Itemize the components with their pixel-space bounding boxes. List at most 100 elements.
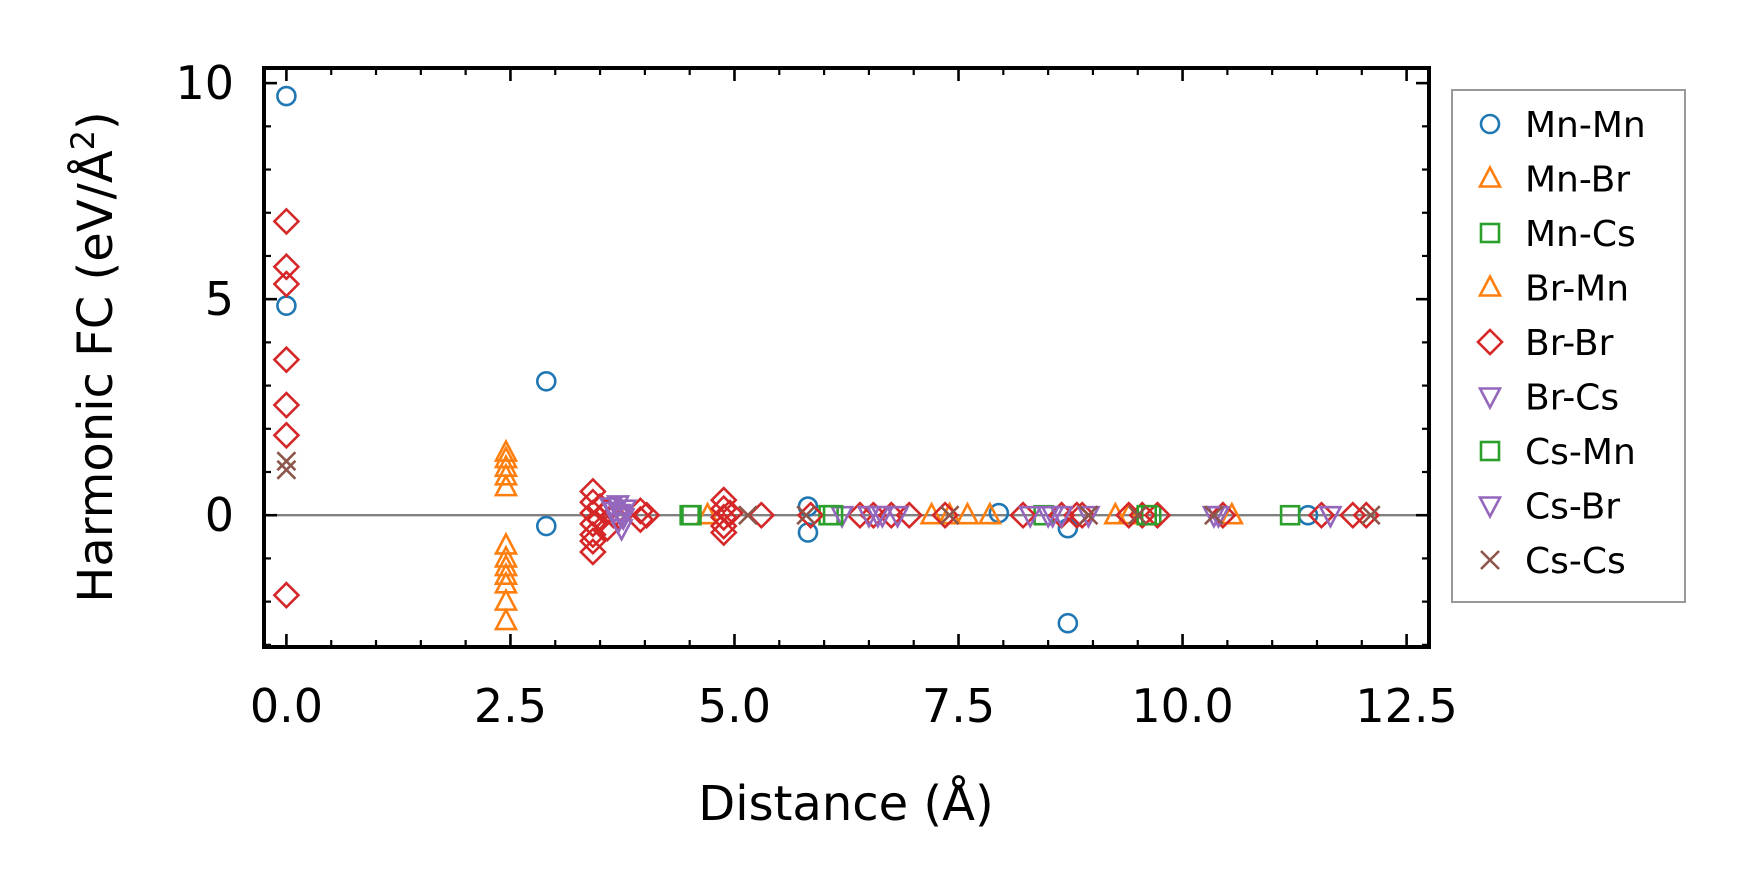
legend-label-cs-mn: Cs-Mn [1525,432,1636,473]
point-br-br-2 [272,270,301,298]
legend: Mn-Mn Mn-Br Mn-Cs Br-Mn Br-Br Br-Cs Cs-Mn Cs-Br… [1451,89,1686,603]
point-cs-cs-8 [1360,505,1381,526]
y-axis-title-end: ) [68,111,124,130]
point-br-br-3 [272,345,301,374]
point-br-br-5 [272,421,301,450]
point-br-br-32 [877,501,906,530]
point-mn-br-13 [1219,501,1244,525]
legend-label-mn-cs: Mn-Cs [1525,214,1636,255]
legend-marker-mn-mn [1479,113,1501,135]
point-mn-br-12 [1103,501,1128,525]
y-tick-label: 0 [205,488,234,542]
legend-label-br-br: Br-Br [1525,323,1614,364]
point-br-br-41 [1143,501,1172,530]
legend-marker-cs-cs [1480,550,1500,570]
point-br-br-13 [579,538,607,566]
legend-marker-br-cs [1477,387,1503,411]
legend-label-mn-mn: Mn-Mn [1525,105,1646,146]
point-mn-br-0 [493,438,519,462]
legend-marker-br-mn [1477,273,1503,297]
point-mn-br-7 [493,607,519,631]
point-mn-br-8 [695,501,720,525]
point-mn-br-9 [919,501,944,525]
point-br-br-0 [272,207,301,236]
x-tick-label: 0.0 [250,679,323,733]
point-mn-cs-4 [1279,504,1301,526]
point-br-cs-10 [885,505,910,530]
tick-labels: 0.0 2.5 5.0 7.5 10.0 12.5 0 5 10 [175,56,1457,733]
y-tick-label: 10 [175,56,234,110]
x-tick-label: 5.0 [698,679,771,733]
x-tick-label: 12.5 [1355,679,1457,733]
point-br-br-31 [859,501,888,530]
point-br-mn-1 [493,462,519,486]
point-br-mn-3 [493,570,519,594]
axis-ticks [264,68,1429,647]
point-br-br-44 [1338,501,1367,530]
point-br-br-4 [272,391,301,419]
plot-frame [262,66,1431,649]
point-br-br-38 [1068,501,1097,530]
point-br-br-24 [709,503,738,532]
legend-marker-mn-br [1477,164,1503,188]
point-cs-cs-0 [276,451,297,472]
y-tick-label: 5 [205,272,234,326]
legend-label-br-mn: Br-Mn [1525,269,1629,310]
point-mn-mn-8 [1057,612,1079,634]
legend-marker-cs-mn [1479,440,1501,462]
point-cs-mn-1 [822,504,844,526]
point-br-br-10 [579,510,607,538]
legend-marker-mn-cs [1479,222,1501,244]
x-axis-title: Distance (Å) [698,775,993,832]
y-axis-title-superscript: 2 [64,130,102,150]
legend-label-mn-br: Mn-Br [1525,160,1630,201]
legend-label-cs-cs: Cs-Cs [1525,541,1626,582]
point-br-br-1 [272,252,301,281]
point-mn-br-5 [493,561,519,586]
point-mn-br-2 [493,473,519,497]
point-mn-br-10 [955,501,980,525]
point-br-br-22 [709,486,738,514]
point-br-mn-2 [493,544,519,568]
x-tick-label: 10.0 [1131,679,1233,733]
point-br-cs-16 [1318,505,1343,530]
point-br-br-33 [895,501,924,530]
point-mn-mn-2 [535,370,557,392]
x-tick-label: 2.5 [474,679,547,733]
point-cs-mn-0 [681,504,702,526]
legend-marker-cs-br [1477,496,1503,520]
point-br-cs-14 [1076,505,1101,530]
point-br-br-43 [1307,501,1336,530]
legend-label-br-cs: Br-Cs [1525,378,1619,419]
point-cs-br-1 [611,508,636,532]
point-br-br-26 [709,518,738,547]
y-axis-title: Harmonic FC (eV/Å2) [64,111,124,603]
point-mn-mn-0 [276,85,297,107]
point-cs-cs-4 [939,505,960,526]
point-cs-br-3 [1040,505,1065,530]
point-cs-cs-3 [796,505,817,526]
point-br-br-21 [632,501,661,530]
legend-marker-br-br [1476,328,1504,356]
point-cs-br-2 [865,505,891,530]
point-cs-cs-5 [1078,505,1099,526]
point-mn-br-11 [977,501,1003,525]
point-cs-cs-6 [1127,505,1148,526]
data-marks [272,85,1381,634]
point-br-br-35 [1009,501,1037,530]
point-cs-cs-1 [276,459,297,480]
x-tick-label: 7.5 [922,679,995,733]
point-cs-cs-7 [1204,505,1224,526]
legend-label-cs-br: Cs-Br [1525,487,1620,528]
point-br-br-20 [626,505,655,534]
point-br-br-6 [272,581,301,609]
point-br-br-42 [1209,501,1237,530]
point-br-cs-11 [1018,505,1043,530]
series-cs-cs [276,451,1381,526]
point-cs-cs-2 [738,505,758,526]
y-axis-title-main: Harmonic FC (eV/Å [67,150,124,603]
point-br-br-27 [716,499,744,527]
point-br-br-12 [579,527,607,555]
point-mn-mn-3 [535,515,557,537]
